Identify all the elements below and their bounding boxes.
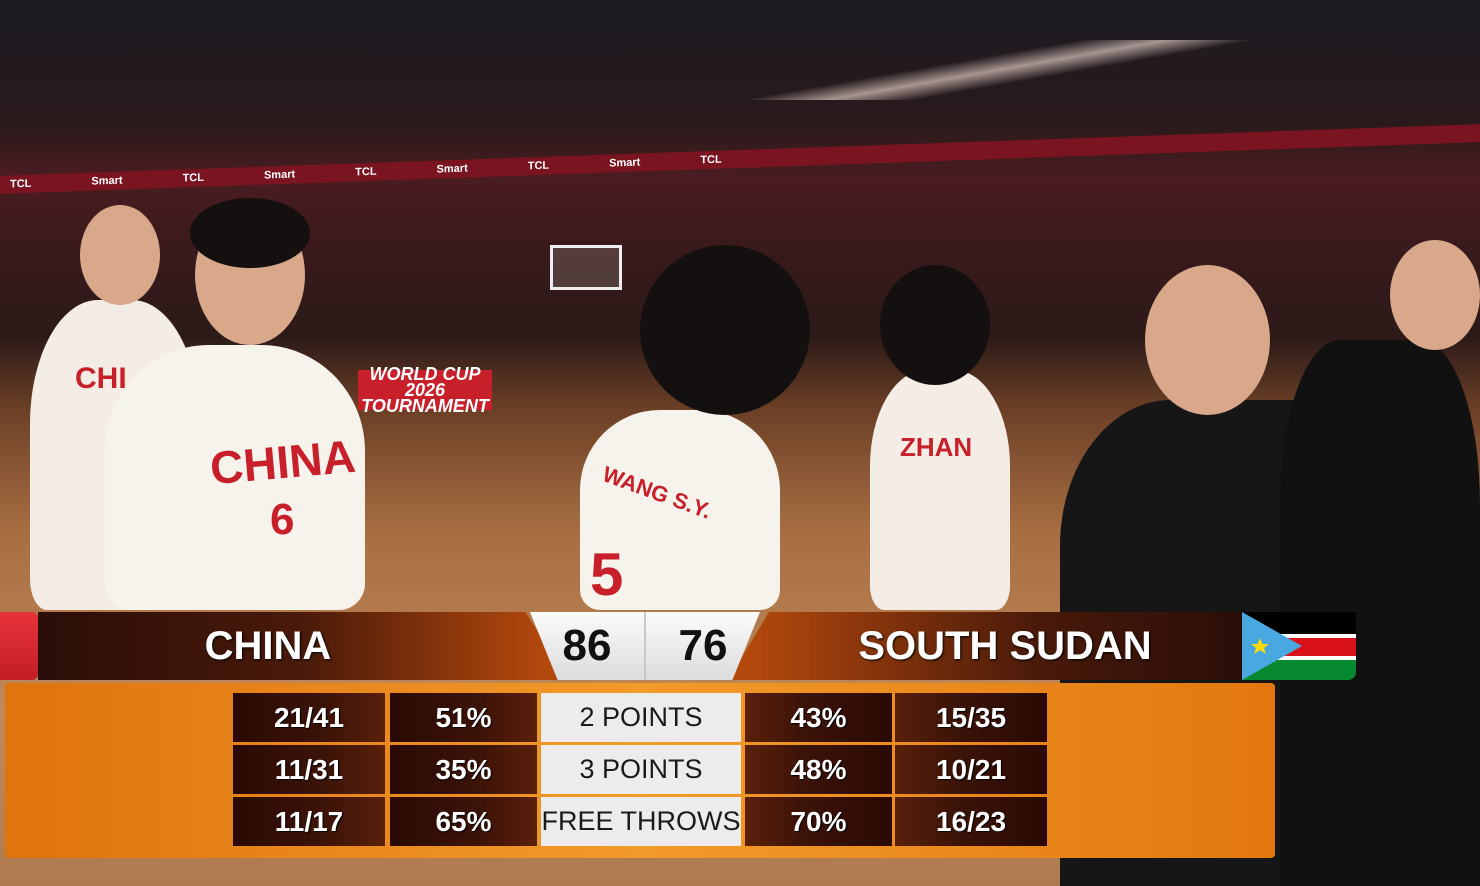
banner-text: TCL [182,171,204,185]
home-team-bar: CHINA [38,612,568,680]
banner-text: Smart [609,156,641,170]
player-hair [640,245,810,415]
stat-home-pct: 51% [390,693,537,742]
banner-text: Smart [91,174,123,188]
stat-home-made: 11/31 [233,745,385,794]
jersey-number: 5 [590,541,624,608]
player-5 [580,410,780,610]
banner-text: Smart [436,162,468,176]
coach-head [1145,265,1270,415]
player-head [80,205,160,305]
stat-away-pct: 43% [745,693,892,742]
home-color-tab [0,612,38,680]
south-sudan-flag-icon [1242,612,1356,680]
stat-away-made: 15/35 [895,693,1047,742]
jersey-text: CHI [75,362,127,395]
player-6 [105,345,365,610]
away-score: 76 [644,612,760,680]
banner-text: TCL [355,165,377,179]
stat-away-pct: 70% [745,797,892,846]
score-box: 86 76 [530,612,760,680]
stat-home-pct: 65% [390,797,537,846]
stat-home-pct: 35% [390,745,537,794]
jersey-text: ZHAN [900,432,973,462]
player-right [870,370,1010,610]
home-team-name: CHINA [204,623,332,668]
staff-head [1390,240,1480,350]
stat-away-made: 10/21 [895,745,1047,794]
basketball-backboard [550,245,622,290]
away-team-bar: SOUTH SUDAN [728,612,1242,680]
stat-away-made: 16/23 [895,797,1047,846]
stat-label: 2 POINTS [541,693,741,742]
banner-text: TCL [10,177,32,191]
stat-home-made: 21/41 [233,693,385,742]
banner-text: TCL [527,159,550,173]
sponsor-banner: TCL Smart TCL Smart TCL Smart TCL Smart TCL [0,124,1480,194]
arena-lights [640,40,1400,100]
away-team-name: SOUTH SUDAN [858,623,1152,668]
jersey-number: 6 [270,495,295,544]
player-hair [880,265,990,385]
player-hair [190,198,310,268]
banner-text: TCL [700,153,722,167]
stat-home-made: 11/17 [233,797,385,846]
adboard: WORLD CUP 2026 TOURNAMENT [358,365,492,415]
stat-label: FREE THROWS [541,797,741,846]
stat-away-pct: 48% [745,745,892,794]
stat-label: 3 POINTS [541,745,741,794]
banner-text: Smart [263,168,296,182]
home-score: 86 [562,621,612,670]
